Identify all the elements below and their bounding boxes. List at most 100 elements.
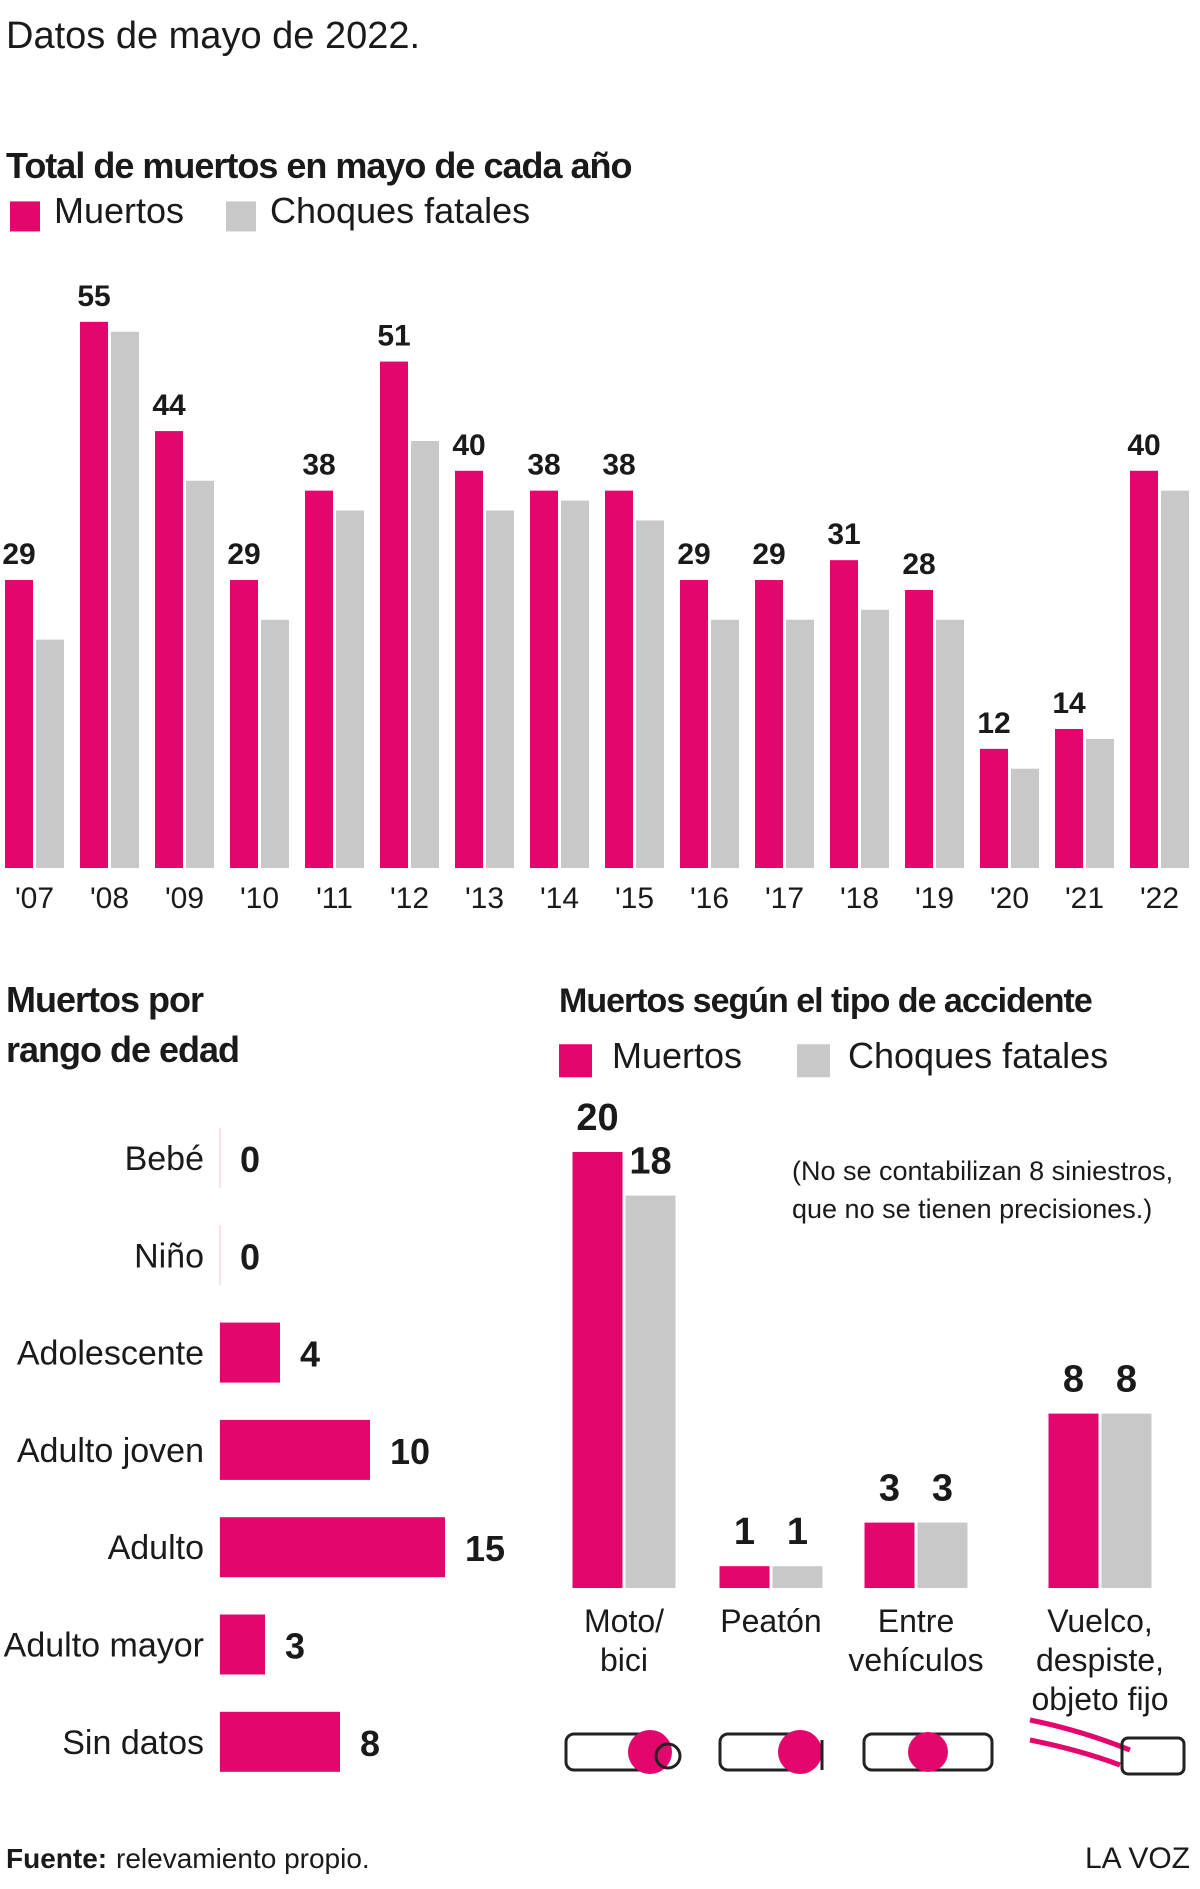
- bar: [605, 490, 633, 868]
- value-label: 29: [752, 538, 785, 571]
- bar: [572, 1152, 623, 1588]
- source-label: Fuente:: [6, 1843, 107, 1874]
- bar: [336, 510, 364, 868]
- chart-title: Muertos por rango de edad: [6, 979, 239, 1070]
- value-label: 29: [677, 538, 710, 571]
- category-label: '15: [615, 882, 654, 915]
- legend-swatch: [10, 201, 40, 232]
- bar: [220, 1322, 280, 1383]
- value-label: 18: [629, 1141, 671, 1183]
- category-label: '17: [765, 882, 804, 915]
- bar: [861, 609, 889, 868]
- icons: [564, 1717, 1186, 1776]
- value-label: 40: [1127, 429, 1160, 462]
- category-label: '20: [990, 882, 1029, 915]
- category-label: Adolescente: [17, 1335, 204, 1373]
- header-title: Datos de mayo de 2022.: [6, 15, 420, 57]
- bar: [830, 560, 858, 868]
- category-label: '18: [840, 882, 879, 915]
- bar: [111, 331, 139, 868]
- bar: [936, 619, 964, 868]
- bar: [186, 480, 214, 868]
- bar: [980, 748, 1008, 868]
- value-label: 20: [576, 1097, 618, 1139]
- category-label: '13: [465, 882, 504, 915]
- category-label: Vuelco, despiste, objeto fijo: [1032, 1603, 1169, 1717]
- bar: [719, 1566, 770, 1588]
- value-label: 28: [902, 548, 935, 581]
- bar: [755, 580, 783, 868]
- value-label: 51: [377, 320, 410, 353]
- bar: [305, 490, 333, 868]
- category-label: Peatón: [720, 1603, 821, 1639]
- category-label: '21: [1065, 882, 1104, 915]
- bar: [220, 1517, 445, 1578]
- bar: [864, 1522, 915, 1588]
- bar: [80, 321, 108, 869]
- chart-title: Muertos según el tipo de accidente: [559, 982, 1092, 1020]
- category-label: '07: [15, 882, 54, 915]
- value-label: 8: [1063, 1359, 1084, 1401]
- category-label: Adulto: [108, 1529, 204, 1567]
- category-label: Bebé: [125, 1140, 204, 1178]
- bar: [220, 1419, 370, 1480]
- chart-title: Total de muertos en mayo de cada año: [6, 145, 632, 186]
- bar: [1101, 1413, 1152, 1588]
- bar: [917, 1522, 968, 1588]
- bar: [1055, 728, 1083, 868]
- value-label: 3: [879, 1468, 900, 1510]
- bar: [220, 1711, 340, 1772]
- bar: [261, 619, 289, 868]
- value-label: 8: [360, 1723, 380, 1764]
- bar: [230, 580, 258, 868]
- bar: [1086, 738, 1114, 868]
- value-label: 1: [787, 1511, 808, 1553]
- value-label: 31: [827, 518, 860, 551]
- value-label: 8: [1116, 1359, 1137, 1401]
- legend-label: Choques fatales: [270, 190, 530, 231]
- value-label: 55: [77, 280, 110, 313]
- value-label: 3: [932, 1468, 953, 1510]
- value-label: 0: [240, 1139, 260, 1180]
- bar: [786, 619, 814, 868]
- brand: LA VOZ: [1085, 1842, 1190, 1875]
- note: (No se contabilizan 8 siniestros, que no …: [792, 1156, 1173, 1224]
- value-label: 14: [1052, 687, 1086, 720]
- source: relevamiento propio.: [116, 1843, 370, 1874]
- category-label: Adulto mayor: [4, 1627, 204, 1665]
- category-label: Niño: [134, 1237, 204, 1275]
- value-label: 44: [152, 389, 186, 422]
- value-label: 3: [285, 1626, 305, 1667]
- bar: [772, 1566, 823, 1588]
- bar: [155, 431, 183, 868]
- value-label: 0: [240, 1236, 260, 1277]
- bar: [1161, 490, 1189, 868]
- bar: [561, 500, 589, 868]
- value-label: 29: [227, 538, 260, 571]
- bar: [36, 639, 64, 868]
- value-label: 40: [452, 429, 485, 462]
- value-label: 29: [2, 538, 35, 571]
- category-label: Adulto joven: [17, 1432, 204, 1470]
- legend-label: Muertos: [612, 1035, 742, 1076]
- category-label: '14: [540, 882, 579, 915]
- bar: [1011, 768, 1039, 868]
- category-label: '10: [240, 882, 279, 915]
- bar: [220, 1614, 265, 1675]
- value-label: 38: [602, 449, 635, 482]
- bar: [530, 490, 558, 868]
- legend-swatch: [559, 1044, 592, 1078]
- legend-swatch: [797, 1044, 830, 1078]
- value-label: 1: [734, 1511, 755, 1553]
- bar: [380, 361, 408, 868]
- legend-label: Choques fatales: [848, 1035, 1108, 1076]
- bar: [636, 520, 664, 868]
- legend-swatch: [226, 201, 256, 232]
- category-label: '12: [390, 882, 429, 915]
- bar: [905, 589, 933, 868]
- category-label: '09: [165, 882, 204, 915]
- legend-label: Muertos: [54, 190, 184, 231]
- value-label: 15: [465, 1528, 505, 1569]
